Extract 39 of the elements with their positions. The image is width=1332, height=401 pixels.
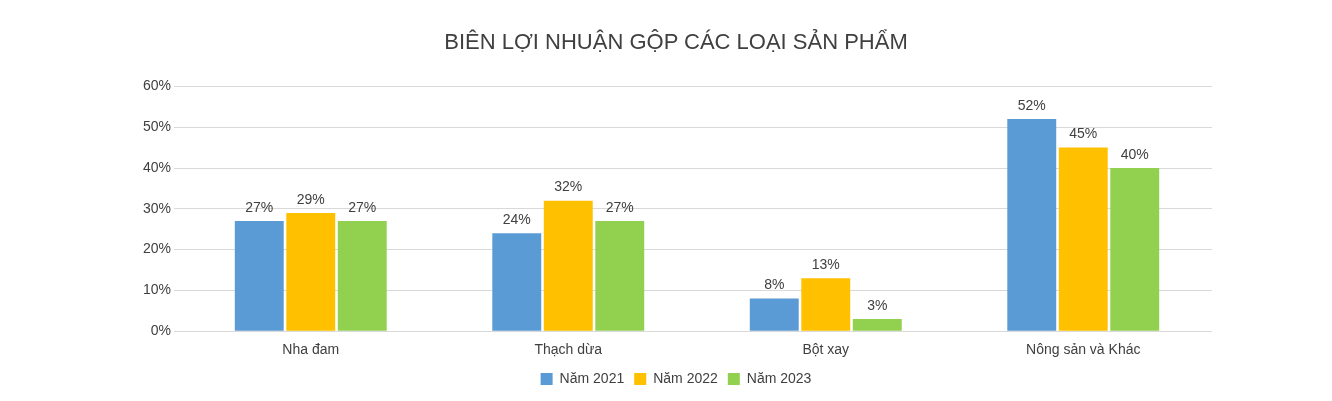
data-label: 3% bbox=[867, 296, 888, 313]
bar bbox=[492, 233, 542, 331]
legend-label: Năm 2021 bbox=[559, 369, 625, 386]
bar bbox=[234, 221, 284, 331]
bar bbox=[595, 221, 645, 331]
x-tick-label: Thạch dừa bbox=[534, 341, 603, 358]
data-label: 45% bbox=[1069, 125, 1098, 142]
bar bbox=[852, 318, 902, 331]
y-tick-label: 10% bbox=[142, 281, 172, 298]
data-label: 40% bbox=[1120, 145, 1149, 162]
bar bbox=[801, 278, 851, 331]
data-label: 27% bbox=[605, 198, 634, 215]
bar bbox=[286, 212, 336, 331]
y-tick-label: 30% bbox=[142, 199, 172, 216]
x-tick-label: Nông sản và Khác bbox=[1026, 341, 1141, 358]
y-tick-label: 20% bbox=[142, 240, 172, 257]
data-label: 24% bbox=[502, 211, 531, 228]
bar bbox=[1110, 168, 1160, 331]
data-label: 27% bbox=[245, 198, 274, 215]
chart-title: BIÊN LỢI NHUẬN GỘP CÁC LOẠI SẢN PHẨM bbox=[444, 29, 908, 55]
data-label: 29% bbox=[296, 190, 325, 207]
bar bbox=[543, 200, 593, 331]
bar bbox=[1007, 119, 1057, 331]
x-tick-label: Bột xay bbox=[802, 341, 850, 358]
data-label: 13% bbox=[811, 256, 840, 273]
legend-label: Năm 2023 bbox=[746, 369, 812, 386]
data-label: 32% bbox=[554, 178, 583, 195]
data-label: 52% bbox=[1017, 96, 1046, 113]
legend-label: Năm 2022 bbox=[653, 369, 719, 386]
bar bbox=[749, 298, 799, 331]
x-tick-label: Nha đam bbox=[282, 341, 340, 358]
y-tick-label: 60% bbox=[142, 77, 172, 94]
bar bbox=[1058, 147, 1108, 331]
y-tick-label: 0% bbox=[150, 322, 172, 339]
data-label: 8% bbox=[764, 276, 785, 293]
data-label: 27% bbox=[348, 198, 377, 215]
bar bbox=[337, 221, 387, 331]
y-tick-label: 50% bbox=[142, 118, 172, 135]
y-tick-label: 40% bbox=[142, 158, 172, 175]
